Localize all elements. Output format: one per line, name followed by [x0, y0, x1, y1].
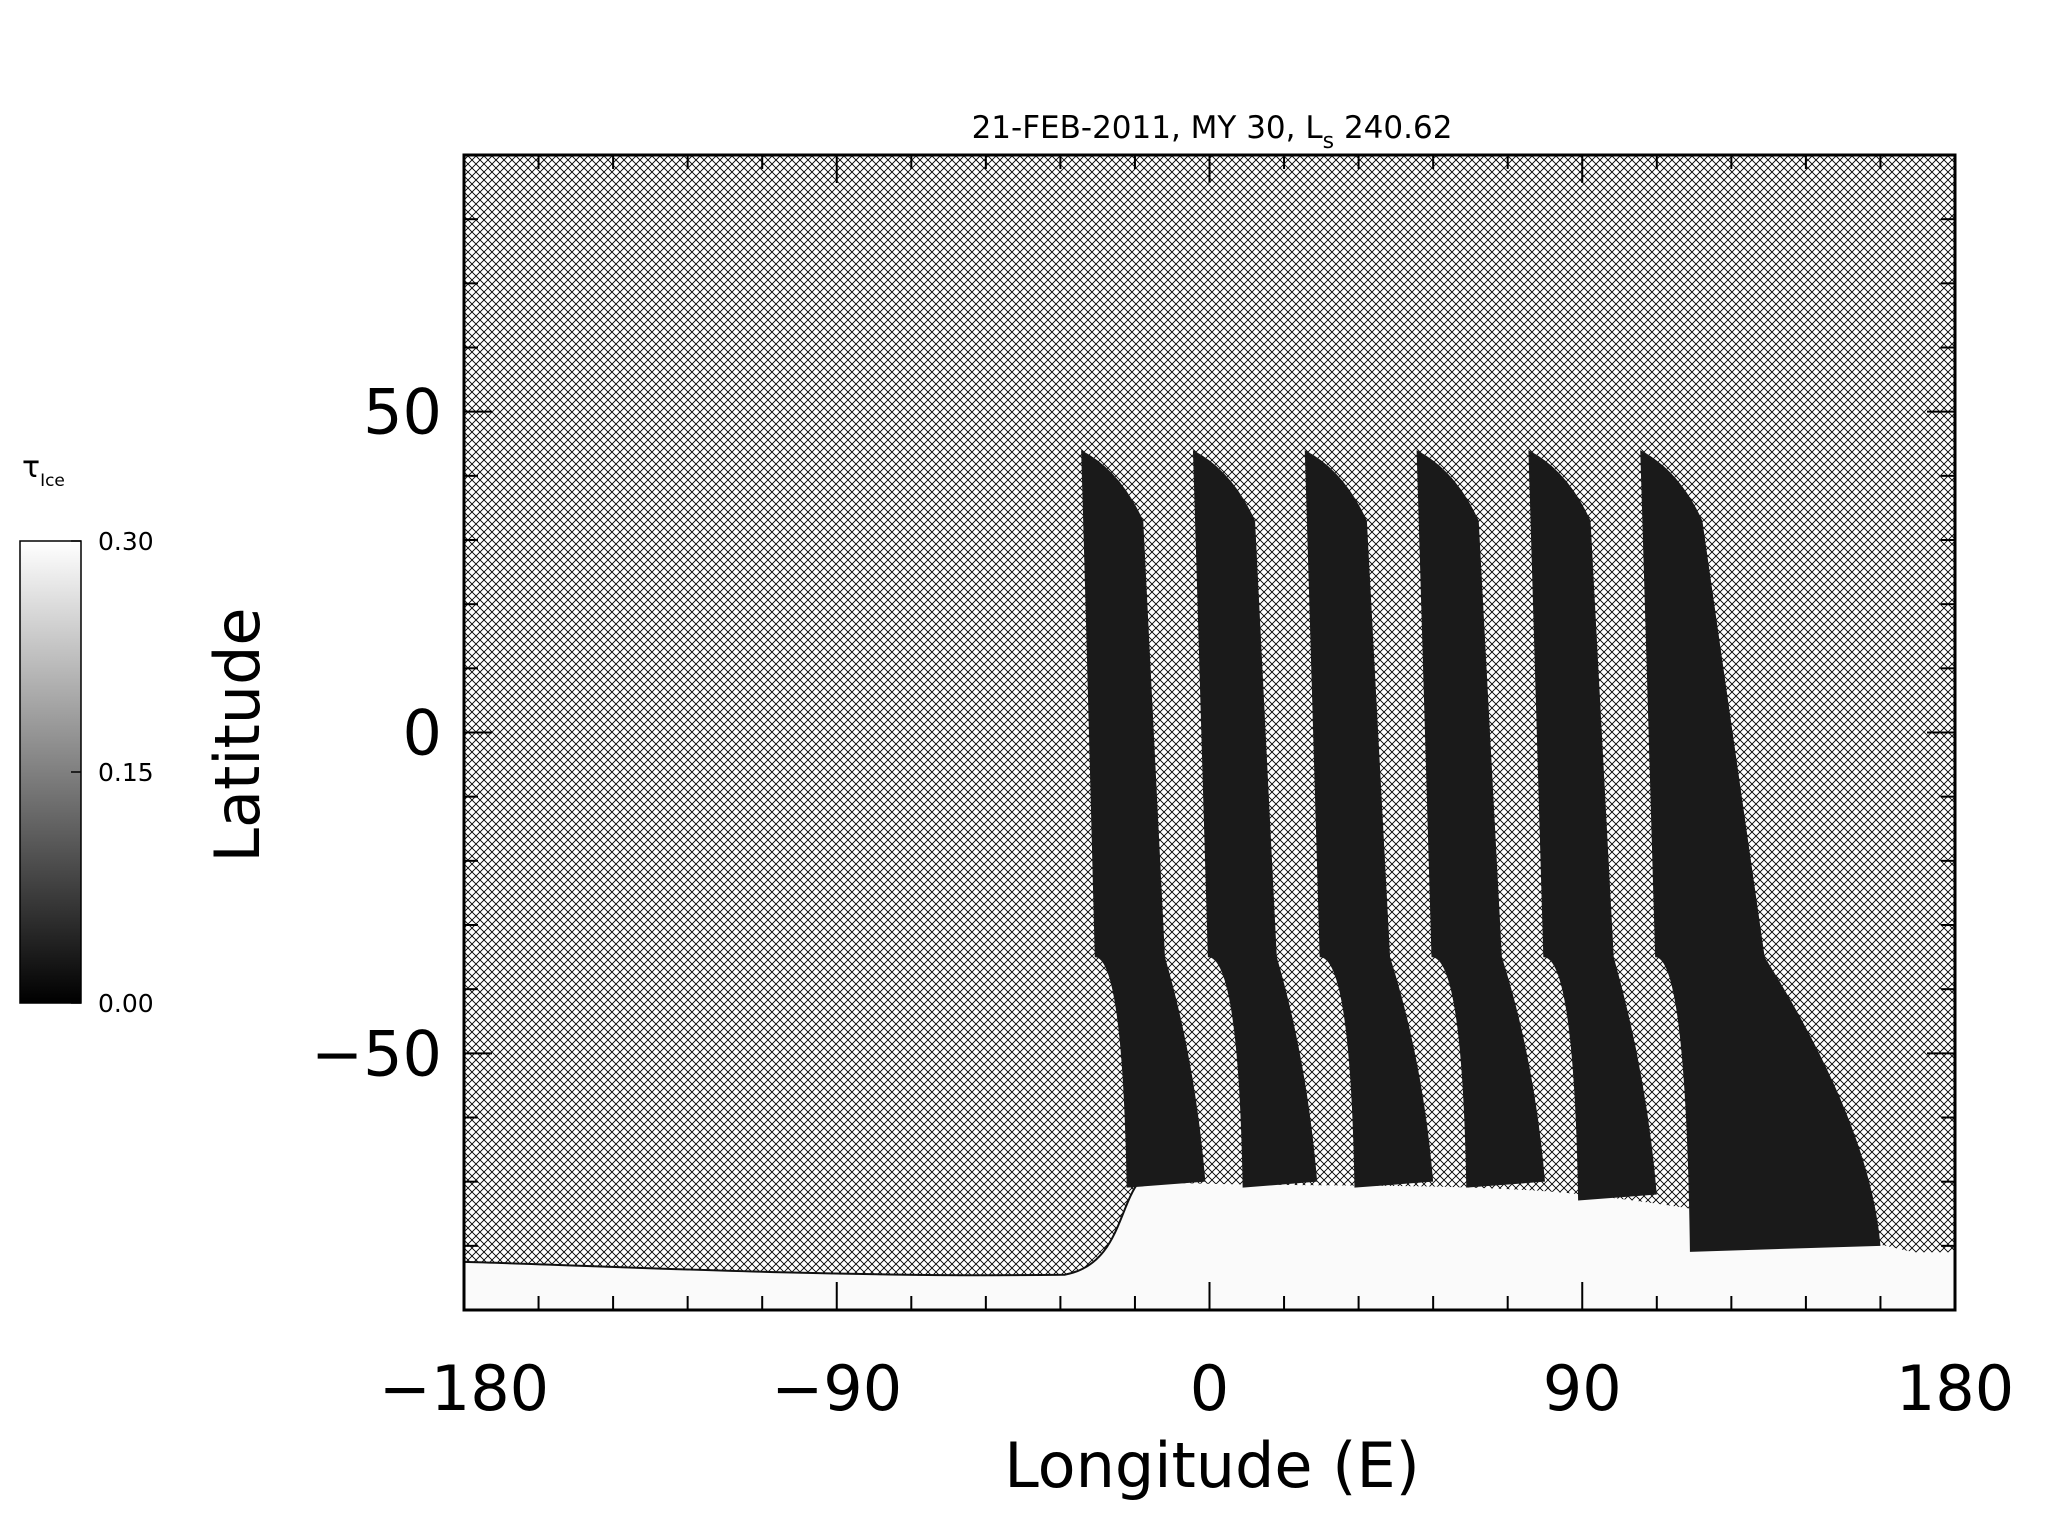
orbit-swath — [1192, 450, 1318, 1188]
polar-cap-edge — [463, 1181, 1140, 1277]
colorbar: τIce 0.30 0.15 0.00 — [19, 450, 154, 1018]
x-tick-label: 0 — [1190, 1352, 1229, 1425]
orbit-swath — [1528, 450, 1657, 1201]
x-tick-label: −90 — [771, 1352, 902, 1425]
chart-title: 21-FEB-2011, MY 30, Ls 240.62 — [972, 110, 1453, 154]
x-tick-label: 180 — [1896, 1352, 2014, 1425]
y-axis-label: Latitude — [201, 607, 274, 862]
colorbar-gradient — [19, 540, 82, 1004]
colorbar-ticks: 0.30 0.15 0.00 — [71, 527, 154, 1018]
y-axis: −50 0 50 — [311, 218, 1955, 1247]
data-layer — [463, 450, 1955, 1310]
colorbar-symbol: τ — [22, 450, 40, 485]
colorbar-tick-label: 0.30 — [98, 527, 154, 556]
x-axis-label: Longitude (E) — [1004, 1429, 1420, 1502]
colorbar-tick-label: 0.00 — [98, 989, 154, 1018]
title-subscript: s — [1323, 129, 1334, 154]
title-ls-value: 240.62 — [1334, 110, 1452, 146]
orbit-swath — [1416, 450, 1545, 1188]
x-tick-label: 90 — [1543, 1352, 1622, 1425]
colorbar-label: τIce — [22, 450, 65, 491]
y-tick-label: −50 — [311, 1017, 442, 1090]
orbit-swath — [1304, 450, 1434, 1188]
x-axis: −180 −90 0 90 180 — [379, 155, 2014, 1425]
title-main: 21-FEB-2011, MY 30, L — [972, 110, 1324, 146]
colorbar-subscript: Ice — [40, 471, 65, 491]
y-tick-label: 0 — [403, 697, 442, 770]
y-tick-label: 50 — [363, 376, 442, 449]
polar-cap-region — [464, 1181, 1955, 1310]
x-tick-label: −180 — [379, 1352, 549, 1425]
colorbar-tick-label: 0.15 — [98, 758, 154, 787]
orbit-swath — [1640, 450, 1881, 1252]
orbit-swath — [1081, 450, 1206, 1188]
